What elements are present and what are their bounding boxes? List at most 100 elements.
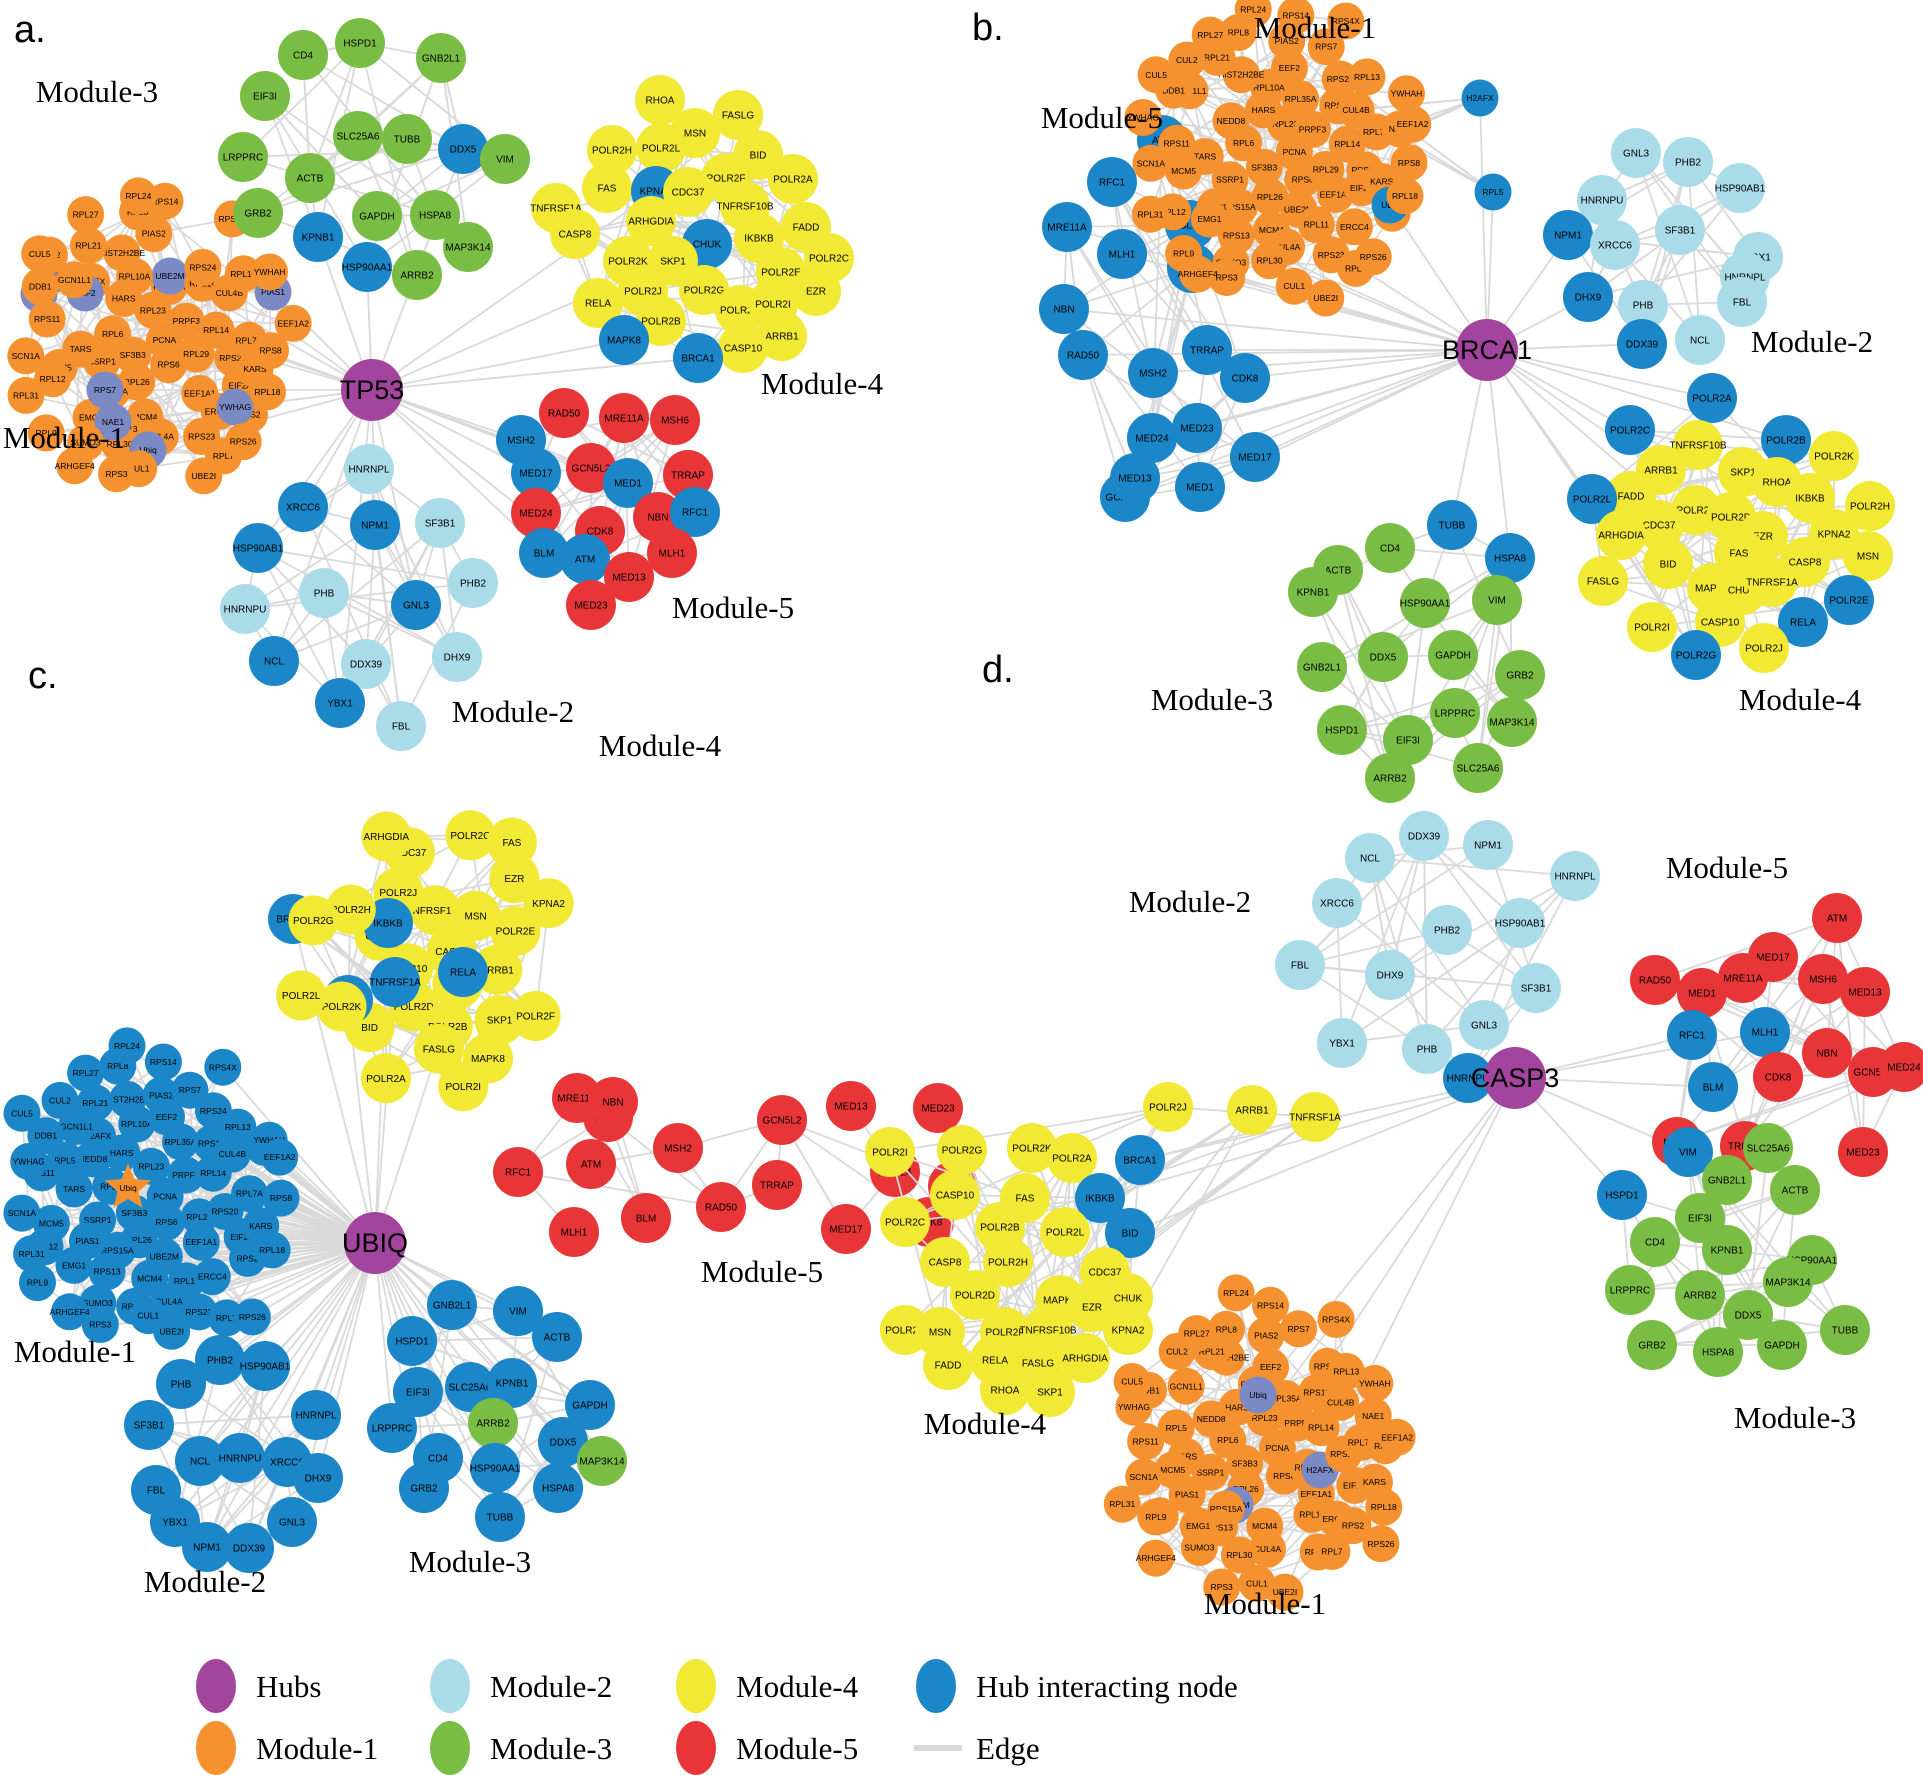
node-gnb2l1 — [416, 33, 466, 83]
node-med17 — [511, 448, 561, 498]
node-ywhag — [1124, 99, 1162, 136]
node-rps7 — [171, 1071, 209, 1109]
hub-label: CASP3 — [1471, 1063, 1560, 1093]
node-rps26 — [233, 1298, 271, 1336]
node-arhgef4 — [56, 447, 94, 485]
node-prpf3 — [1294, 110, 1331, 148]
node-hnrnpl — [1550, 851, 1600, 901]
node-hspd1 — [335, 18, 385, 68]
node-rps7 — [1307, 28, 1345, 66]
node-gapdh — [352, 191, 402, 241]
hub-edge — [1514, 1077, 1714, 1088]
node-rps11 — [28, 300, 66, 338]
edge — [244, 524, 376, 610]
node-nae1 — [94, 403, 132, 441]
node-arrb2 — [468, 1398, 518, 1448]
node-polr2h — [983, 1237, 1033, 1287]
node-vim — [1472, 575, 1522, 625]
hub-edge — [371, 389, 417, 606]
node-msn — [450, 890, 501, 941]
node-tnfrsf1a — [1747, 557, 1797, 607]
node-rpl26 — [1251, 178, 1289, 216]
node-sf3b1 — [1511, 963, 1561, 1013]
node-slc25a6 — [445, 1362, 495, 1412]
node-rfc1 — [1087, 157, 1137, 207]
node-med13 — [1110, 453, 1160, 503]
node-hsp90ab1 — [1495, 898, 1545, 948]
hub-label: TP53 — [340, 375, 405, 405]
node-scn1a — [7, 337, 45, 375]
node-rps26 — [1354, 238, 1392, 276]
edge — [273, 604, 417, 662]
labels: Module-4 Module-1 Module-5 Module-2 Module-3… — [14, 655, 823, 1599]
module-label: Module-3 — [409, 1544, 531, 1579]
node-faslg — [713, 90, 763, 140]
node-ywhag — [10, 1143, 48, 1180]
node-rpl27 — [1191, 16, 1229, 54]
node-scn1a — [1132, 144, 1170, 182]
legend-swatch-hub-interacting-node — [916, 1659, 956, 1713]
node-arhgdia — [1060, 1333, 1110, 1383]
node-actb — [285, 153, 335, 203]
node-emg1 — [1190, 200, 1228, 238]
node-rps3 — [1203, 1568, 1241, 1606]
edge — [1321, 599, 1498, 668]
hub-edge — [1244, 349, 1488, 379]
node-atm — [566, 1139, 616, 1189]
node-dhx9 — [432, 632, 482, 682]
node-eef1a2 — [1394, 105, 1432, 143]
legend-label: Module-5 — [736, 1731, 858, 1766]
node-cd4 — [1365, 523, 1415, 573]
node-phb — [299, 568, 349, 618]
node-mlh1 — [549, 1207, 599, 1257]
panel-a: PCNASF3B3RPL23RPS6RPL6PRPF3RPL26HARSRPL2… — [3, 9, 884, 751]
node-sf3b1 — [124, 1400, 174, 1450]
node-arhgdia — [626, 196, 676, 246]
node-cd4 — [278, 30, 328, 80]
node-blm — [519, 528, 569, 578]
node-gcn1l1 — [55, 261, 93, 299]
node-mcm5 — [1165, 152, 1203, 190]
node-map3k14 — [443, 222, 493, 272]
node-ube2i — [185, 457, 223, 495]
hub-node-ubiq — [344, 1212, 406, 1274]
node-arrb2 — [392, 250, 442, 300]
hub-edge — [199, 1242, 376, 1462]
node-cul1 — [1275, 267, 1313, 305]
node-trrap — [752, 1160, 802, 1210]
node-hist2h2be — [103, 234, 141, 272]
node-polr2j — [1143, 1082, 1193, 1132]
node-arhgef4 — [51, 1293, 89, 1331]
labels: Module-2 Module-5 Module-4 Module-3 Module-1… — [924, 649, 1856, 1621]
edge — [1654, 979, 1779, 1078]
node-med23 — [1838, 1127, 1888, 1177]
node-skp1 — [1025, 1367, 1075, 1417]
panel-letter: b. — [972, 7, 1004, 49]
node-brca1 — [673, 333, 723, 383]
node-eif3i — [1383, 715, 1433, 765]
module-label: Module-1 — [1254, 10, 1376, 45]
edge — [1772, 956, 1874, 1073]
hub-label: UBIQ — [342, 1228, 408, 1258]
nodes: DDX39NPM1NCLHNRNPLXRCC6PHB2HSP90AB1FBLDH… — [865, 811, 1923, 1611]
node-faslg — [413, 1023, 464, 1074]
node-faslg — [1578, 556, 1628, 606]
node-gnb2l1 — [427, 1280, 477, 1330]
edge — [302, 54, 464, 150]
node-med24 — [1127, 413, 1177, 463]
node-rpl7 — [208, 1299, 245, 1337]
hub-edge — [273, 389, 373, 662]
node-phb — [1618, 280, 1668, 330]
edge — [1369, 857, 1576, 877]
node-rpl27 — [67, 1054, 105, 1092]
node-rad50 — [1630, 955, 1680, 1005]
legend: Hubs Module-1 Module-2 Module-3 Module-4 Modu… — [196, 1659, 1238, 1775]
node-eif3i — [240, 71, 290, 121]
module-label: Module-3 — [36, 74, 158, 109]
node-rps7 — [86, 371, 124, 409]
edge — [517, 1310, 603, 1462]
node-mlh1 — [1097, 229, 1147, 279]
node-kpnb1 — [293, 212, 343, 262]
node-polr2l — [1567, 474, 1617, 524]
